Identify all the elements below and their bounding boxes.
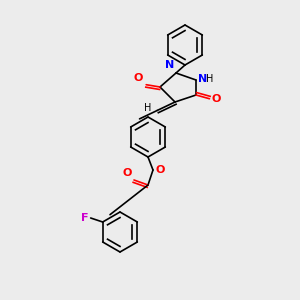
Text: H: H — [206, 74, 213, 84]
Text: O: O — [123, 168, 132, 178]
Text: O: O — [212, 94, 221, 104]
Text: H: H — [144, 103, 151, 113]
Text: O: O — [134, 73, 143, 83]
Text: N: N — [198, 74, 207, 84]
Text: N: N — [165, 60, 174, 70]
Text: O: O — [155, 165, 164, 175]
Text: F: F — [81, 213, 89, 223]
